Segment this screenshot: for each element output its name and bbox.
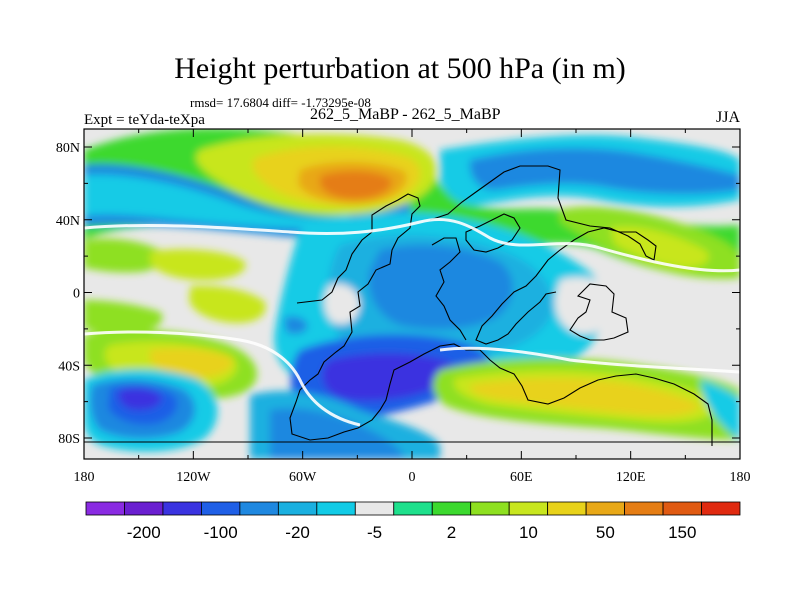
colorbar-swatch bbox=[662, 501, 702, 516]
lat-tick-label: 80S bbox=[58, 432, 80, 447]
lon-tick-label: 120E bbox=[616, 470, 646, 485]
case-label: 262_5_MaBP - 262_5_MaBP bbox=[310, 106, 501, 123]
colorbar-swatch bbox=[508, 501, 549, 516]
colorbar-label: 150 bbox=[668, 523, 696, 542]
stats-text: rmsd= 17.6804 diff= -1.73295e-08 bbox=[190, 95, 371, 110]
lon-tick-label: 0 bbox=[409, 470, 416, 485]
contour-field bbox=[84, 129, 740, 459]
colorbar-swatch bbox=[431, 501, 472, 516]
colorbar-label: 50 bbox=[596, 523, 615, 542]
colorbar-swatch bbox=[585, 501, 625, 516]
colorbar-label: -5 bbox=[367, 523, 382, 542]
colorbar-swatch bbox=[124, 501, 164, 516]
colorbar-label: 10 bbox=[519, 523, 538, 542]
colorbar-swatch bbox=[277, 501, 318, 516]
colorbar-label: -200 bbox=[127, 523, 161, 542]
lat-tick-label: 40S bbox=[58, 359, 80, 374]
colorbar-swatch bbox=[393, 501, 433, 516]
colorbar-swatch bbox=[316, 501, 356, 516]
colorbar-label: -100 bbox=[204, 523, 238, 542]
experiment-label: Expt = teYda-teXpa bbox=[84, 112, 205, 128]
colorbar-swatch bbox=[624, 501, 664, 516]
latitude-axis: 80N 40N 0 40S 80S bbox=[56, 141, 740, 447]
lat-tick-label: 0 bbox=[73, 287, 80, 302]
colorbar-swatch bbox=[162, 501, 202, 516]
lon-tick-label: 60E bbox=[510, 470, 533, 485]
lon-tick-label: 180 bbox=[730, 470, 751, 485]
colorbar: -200 -100 -20 -5 2 10 50 150 bbox=[85, 501, 741, 542]
season-label: JJA bbox=[716, 109, 741, 126]
colorbar-swatch bbox=[470, 501, 510, 516]
lon-tick-label: 180 bbox=[74, 470, 95, 485]
lon-tick-label: 60W bbox=[289, 470, 317, 485]
lon-tick-label: 120W bbox=[176, 470, 211, 485]
colorbar-label: 2 bbox=[447, 523, 456, 542]
lat-tick-label: 40N bbox=[56, 214, 80, 229]
longitude-axis: 180 120W 60W 0 60E 120E 180 bbox=[74, 129, 751, 485]
lat-tick-label: 80N bbox=[56, 141, 80, 156]
colorbar-label: -20 bbox=[285, 523, 310, 542]
map-title: Height perturbation at 500 hPa (in m) bbox=[174, 52, 626, 85]
colorbar-swatch bbox=[547, 501, 587, 516]
colorbar-swatch bbox=[354, 501, 395, 516]
colorbar-swatch bbox=[201, 501, 241, 516]
colorbar-swatch bbox=[701, 501, 741, 516]
colorbar-swatch bbox=[239, 501, 279, 516]
colorbar-swatch bbox=[85, 501, 125, 516]
